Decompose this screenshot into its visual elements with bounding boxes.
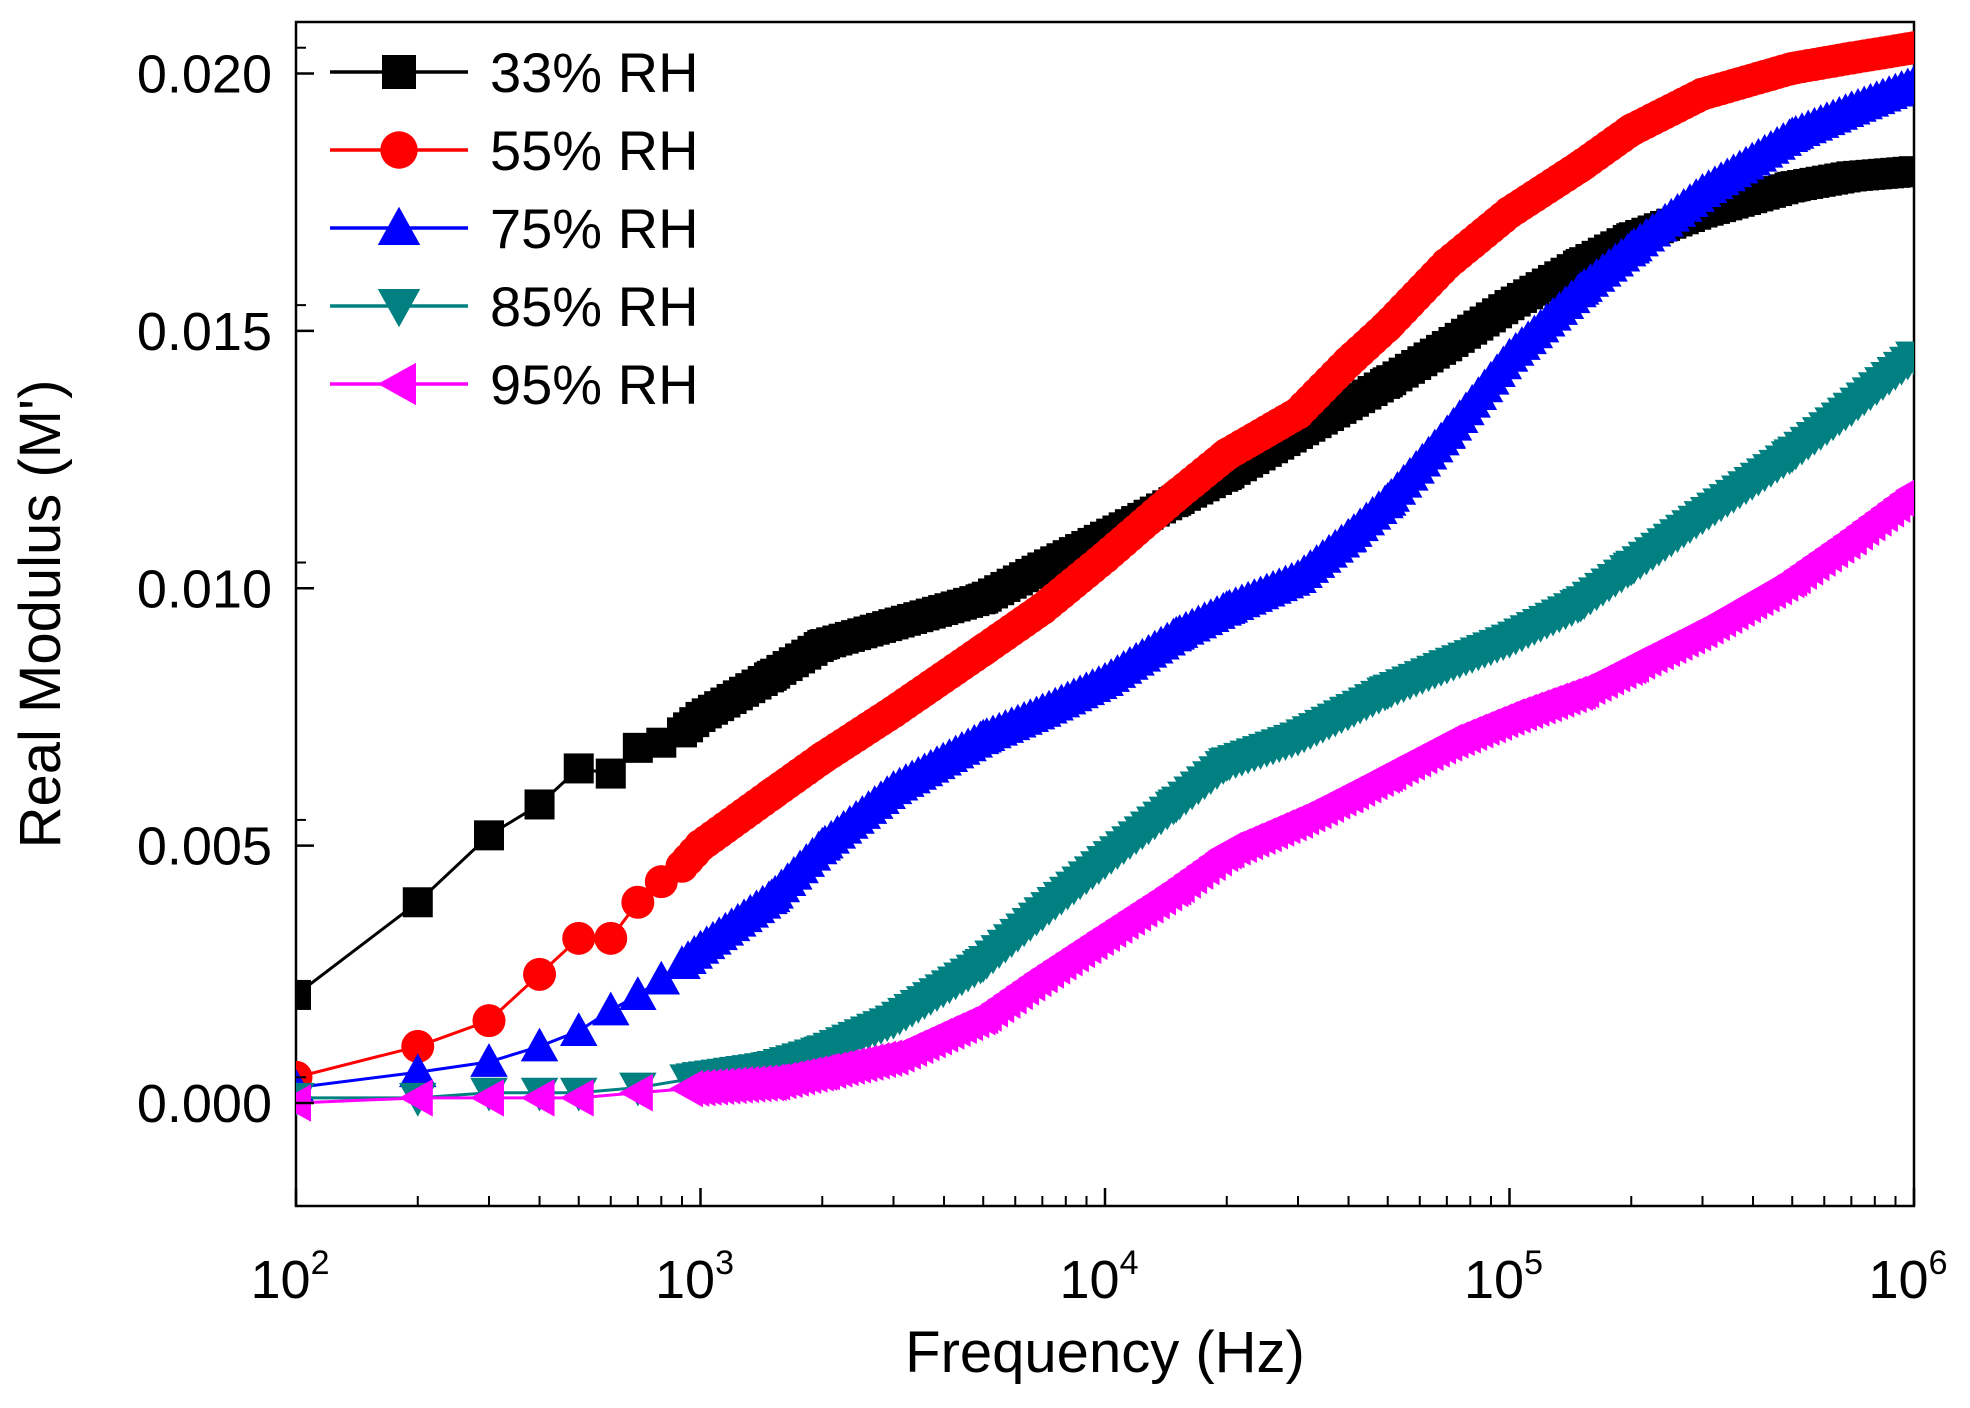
data-point xyxy=(470,1079,504,1117)
legend-label: 33% RH xyxy=(490,41,699,104)
legend-label: 75% RH xyxy=(490,197,699,260)
x-tick-label: 103 xyxy=(655,1244,734,1310)
data-point xyxy=(563,753,594,784)
data-point xyxy=(595,758,626,789)
data-point xyxy=(520,1027,559,1062)
data-point xyxy=(402,887,433,918)
data-point xyxy=(524,789,555,820)
y-tick-label: 0.005 xyxy=(137,817,272,877)
data-point xyxy=(594,921,628,955)
y-tick-label: 0.015 xyxy=(137,302,272,362)
data-point xyxy=(399,1079,433,1117)
legend-entry: 55% RH xyxy=(330,119,699,182)
x-tick-exponent: 4 xyxy=(1120,1244,1139,1282)
data-point xyxy=(642,960,681,995)
legend-marker xyxy=(380,131,418,169)
data-point xyxy=(559,1079,594,1117)
data-point xyxy=(470,1043,508,1077)
data-point xyxy=(562,921,596,955)
data-point-dense xyxy=(1899,156,1914,187)
x-tick-exponent: 5 xyxy=(1524,1244,1543,1282)
x-tick-exponent: 6 xyxy=(1929,1244,1948,1282)
data-point xyxy=(401,1029,435,1063)
series-33-rh xyxy=(296,156,1914,1010)
legend-entry: 85% RH xyxy=(330,275,699,338)
data-point xyxy=(619,976,657,1010)
x-tick-label: 106 xyxy=(1869,1244,1948,1310)
data-point-dense xyxy=(1897,31,1914,65)
legend-entry: 33% RH xyxy=(330,41,699,104)
data-point xyxy=(472,1004,506,1038)
legend-marker xyxy=(377,206,421,245)
legend: 33% RH 55% RH 75% RH 85% RH 95% RH xyxy=(330,41,699,416)
data-point-dense xyxy=(1895,65,1914,99)
series-75-rh xyxy=(296,65,1914,1103)
data-point xyxy=(523,957,557,991)
data-point xyxy=(473,820,504,851)
x-tick-base: 10 xyxy=(1464,1250,1524,1310)
data-point-dense xyxy=(1895,480,1914,501)
x-axis-title: Frequency (Hz) xyxy=(905,1320,1305,1385)
x-tick-base: 10 xyxy=(655,1250,715,1310)
x-tick-label: 104 xyxy=(1060,1244,1139,1310)
x-tick-exponent: 3 xyxy=(715,1244,734,1282)
y-tick-label: 0.000 xyxy=(137,1074,272,1134)
data-point xyxy=(296,979,311,1010)
series-layer xyxy=(296,31,1914,1122)
y-tick-label: 0.010 xyxy=(137,559,272,619)
data-point-dense xyxy=(1895,341,1914,376)
legend-marker xyxy=(382,55,416,89)
legend-label: 95% RH xyxy=(490,353,699,416)
data-point xyxy=(621,885,655,919)
data-point xyxy=(592,991,630,1026)
data-point xyxy=(619,1073,653,1112)
data-point xyxy=(399,1053,437,1088)
data-point xyxy=(559,1012,598,1046)
series-55-rh xyxy=(296,31,1914,1094)
x-tick-base: 10 xyxy=(1060,1250,1120,1310)
data-point xyxy=(520,1079,555,1117)
x-tick-exponent: 2 xyxy=(311,1244,330,1282)
x-tick-label: 102 xyxy=(251,1244,330,1310)
x-tick-label: 105 xyxy=(1464,1244,1543,1310)
legend-label: 85% RH xyxy=(490,275,699,338)
legend-entry: 95% RH xyxy=(330,353,699,416)
legend-label: 55% RH xyxy=(490,119,699,182)
x-tick-base: 10 xyxy=(251,1250,311,1310)
y-axis-title: Real Modulus (M') xyxy=(8,380,73,849)
legend-marker xyxy=(377,362,416,406)
x-tick-base: 10 xyxy=(1869,1250,1929,1310)
legend-entry: 75% RH xyxy=(330,197,699,260)
legend-marker xyxy=(377,289,421,328)
series-95-rh xyxy=(296,480,1914,1122)
y-tick-label: 0.020 xyxy=(137,44,272,104)
series-85-rh xyxy=(296,341,1914,1117)
